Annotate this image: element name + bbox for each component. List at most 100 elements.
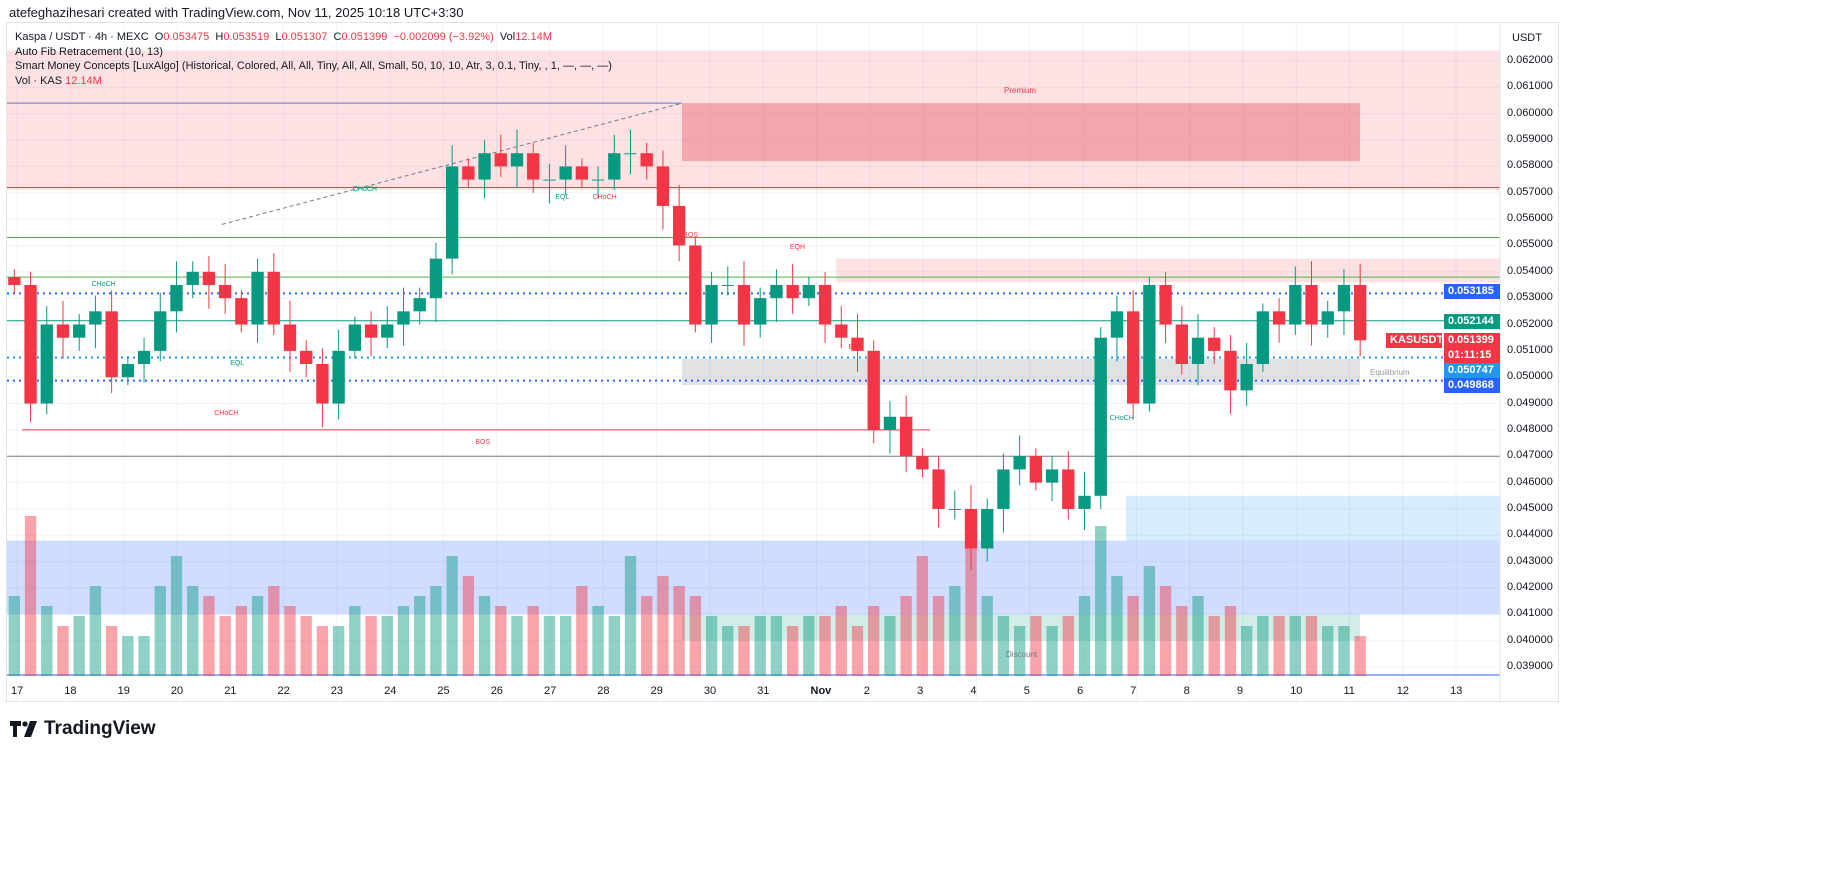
volume-bar xyxy=(300,616,312,676)
volume-bar xyxy=(57,626,69,676)
volume-bar xyxy=(219,616,231,676)
volume-bar xyxy=(1322,626,1334,676)
price-tick: 0.054000 xyxy=(1507,264,1553,277)
symbol-name[interactable]: Kaspa / USDT · 4h · MEXC xyxy=(15,31,149,43)
candle xyxy=(40,324,53,404)
tradingview-logo[interactable]: TradingView xyxy=(10,718,156,740)
price-tick: 0.045000 xyxy=(1507,501,1553,514)
price-badge: 01:11:15 xyxy=(1444,348,1500,363)
smc-label: CHoCH xyxy=(91,280,116,288)
chart-frame xyxy=(6,22,1559,702)
candle xyxy=(932,469,945,509)
time-tick: 10 xyxy=(1290,685,1303,697)
smc-label: EQL xyxy=(555,194,570,202)
vol-value: 12.14M xyxy=(515,31,552,43)
volume-bar xyxy=(705,616,718,676)
volume-bar xyxy=(187,586,199,676)
price-tick: 0.044000 xyxy=(1507,528,1553,541)
candle xyxy=(8,277,21,285)
indicator-smc[interactable]: Smart Money Concepts [LuxAlgo] (Historic… xyxy=(15,60,612,72)
time-tick: 9 xyxy=(1236,685,1244,697)
candle xyxy=(964,508,978,549)
price-tick: 0.042000 xyxy=(1507,581,1553,593)
volume-bar xyxy=(900,596,912,676)
candle xyxy=(543,179,556,181)
price-badge: 0.049868 xyxy=(1444,378,1500,393)
time-tick: 7 xyxy=(1130,685,1137,697)
volume-bar xyxy=(981,596,993,676)
smc-label: BOS xyxy=(683,232,699,240)
volume-bar xyxy=(1095,526,1107,676)
volume-bar xyxy=(1224,606,1237,676)
volume-bar xyxy=(105,626,118,676)
volume-bar xyxy=(819,616,831,676)
candle xyxy=(170,284,183,312)
volume-bar xyxy=(24,516,37,676)
price-tick: 0.052000 xyxy=(1507,317,1553,330)
price-tick: 0.061000 xyxy=(1507,80,1553,93)
indicator-volume[interactable]: Vol · KAS 12.14M xyxy=(15,74,612,89)
candle xyxy=(672,205,686,246)
indicator-fib[interactable]: Auto Fib Retracement (10, 13) xyxy=(15,45,163,58)
candle xyxy=(154,311,167,351)
time-tick: Nov xyxy=(810,685,832,697)
volume-bar xyxy=(430,586,442,676)
price-tick: 0.056000 xyxy=(1507,212,1553,225)
time-tick: 11 xyxy=(1343,685,1355,697)
volume-bar xyxy=(381,616,393,676)
currency-label[interactable]: USDT xyxy=(1512,32,1542,44)
close-label: C xyxy=(333,31,342,43)
price-tick: 0.060000 xyxy=(1507,106,1553,119)
price-badge: 0.050747 xyxy=(1444,363,1500,378)
candle xyxy=(1305,284,1318,325)
candle xyxy=(1175,324,1188,365)
time-tick: 8 xyxy=(1183,685,1190,697)
candle xyxy=(1191,337,1205,365)
demand-order-block xyxy=(7,540,1500,615)
smc-label: CHoCH xyxy=(352,186,377,194)
candle xyxy=(754,298,767,325)
candle xyxy=(818,284,832,325)
time-tick: 21 xyxy=(224,685,237,697)
price-tick: 0.059000 xyxy=(1507,133,1553,146)
candle xyxy=(883,416,897,430)
volume-bar xyxy=(89,586,102,676)
candle xyxy=(1337,284,1351,312)
vol-indicator-value: 12.14M xyxy=(65,74,102,87)
candle xyxy=(381,324,394,338)
volume-bar xyxy=(835,606,847,676)
time-tick: 20 xyxy=(170,685,184,697)
time-tick: 26 xyxy=(490,685,503,697)
candle xyxy=(73,324,86,338)
symbol-legend[interactable]: Kaspa / USDT · 4h · MEXC O0.053475 H0.05… xyxy=(15,30,612,45)
candle xyxy=(981,508,994,549)
time-tick: 6 xyxy=(1077,685,1084,697)
volume-bar xyxy=(365,616,377,676)
candle xyxy=(1126,311,1140,404)
volume-bar xyxy=(1176,606,1188,676)
volume-bar xyxy=(495,606,507,676)
candle xyxy=(413,298,426,312)
time-tick: 31 xyxy=(757,685,770,697)
price-tick: 0.047000 xyxy=(1507,449,1553,462)
candle xyxy=(997,469,1010,509)
candle xyxy=(1321,311,1334,325)
candle xyxy=(316,364,329,404)
candle xyxy=(835,324,848,338)
volume-bar xyxy=(1240,626,1253,676)
chart-legend: Kaspa / USDT · 4h · MEXC O0.053475 H0.05… xyxy=(15,30,612,88)
price-badge: KASUSDT xyxy=(1386,333,1443,348)
candle xyxy=(689,245,702,325)
candle xyxy=(916,456,929,470)
time-tick: 25 xyxy=(437,685,450,697)
candle xyxy=(802,284,816,299)
volume-bar xyxy=(73,616,85,676)
volume-bar xyxy=(851,626,864,676)
supply-order-block xyxy=(682,103,1360,162)
candle xyxy=(899,416,913,457)
time-tick: 22 xyxy=(277,685,290,697)
candle xyxy=(1353,284,1367,341)
candle xyxy=(1094,337,1107,496)
volume-bar xyxy=(884,616,896,676)
